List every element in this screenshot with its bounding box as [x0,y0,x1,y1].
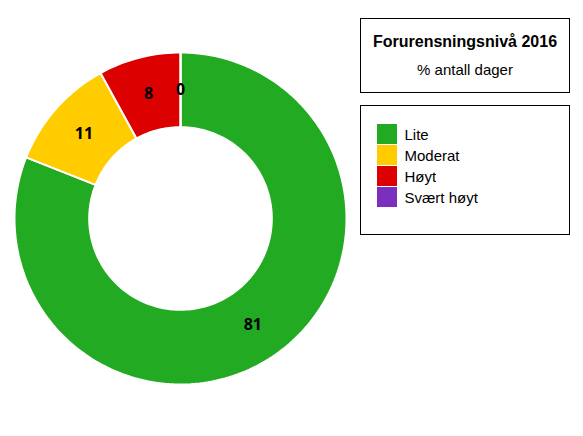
svg-text:0: 0 [176,78,185,100]
svg-text:81: 81 [244,313,262,335]
svg-text:11: 11 [75,122,93,144]
html-text:Svært høyt: Svært høyt [404,188,478,206]
html-text:Forurensningsnivå 2016: Forurensningsnivå 2016 [373,33,557,50]
svg-text:8: 8 [144,82,153,104]
html-text:Lite: Lite [404,125,429,143]
html-text:Moderat: Moderat [404,146,460,164]
html-text:% antall dager: % antall dager [417,61,513,78]
html-text:Høyt: Høyt [404,167,437,185]
